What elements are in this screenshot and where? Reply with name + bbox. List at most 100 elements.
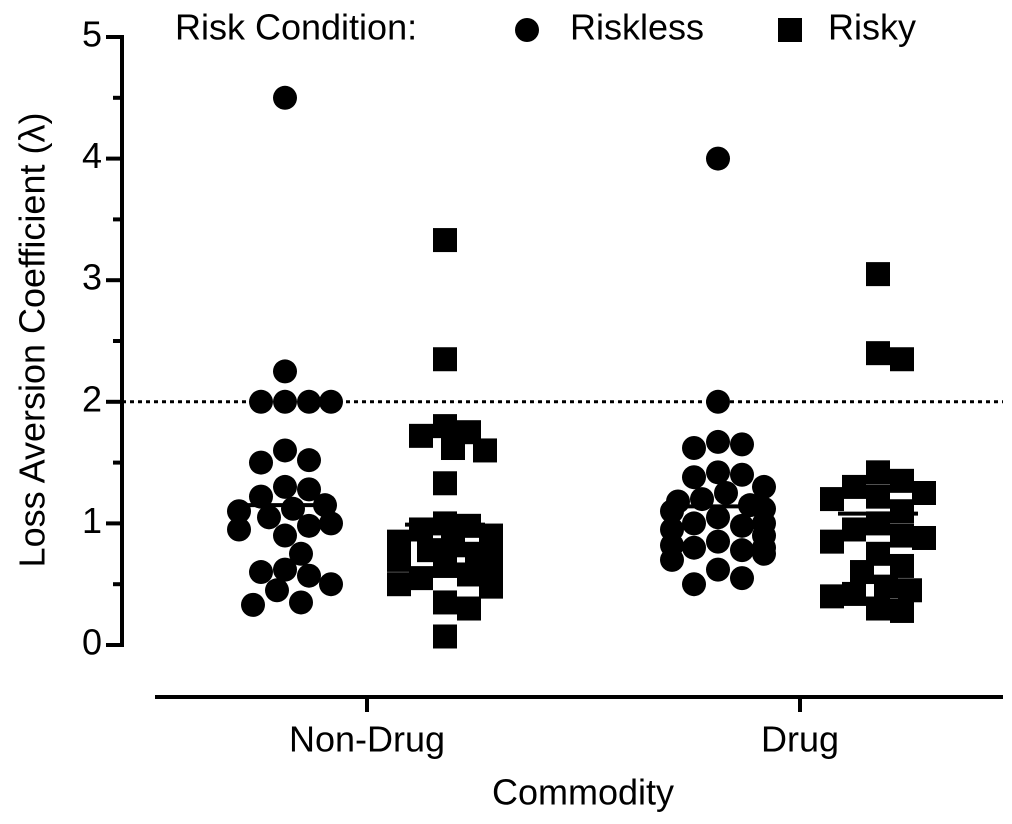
data-point	[273, 474, 297, 499]
x-tick-label: Non-Drug	[289, 719, 445, 760]
data-point	[249, 389, 273, 414]
data-point	[241, 592, 265, 617]
data-point	[682, 535, 706, 560]
data-point	[890, 499, 914, 524]
data-point	[297, 513, 321, 538]
data-point	[387, 572, 411, 597]
data-point	[714, 481, 738, 505]
y-tick-label: 5	[82, 14, 102, 55]
data-point	[752, 474, 776, 499]
data-point	[457, 596, 481, 621]
data-point	[866, 262, 890, 287]
data-point	[265, 578, 289, 603]
data-point	[730, 432, 754, 457]
y-tick-label: 3	[82, 257, 102, 298]
data-point	[706, 429, 730, 454]
data-point	[890, 468, 914, 493]
data-point	[433, 347, 457, 372]
data-point	[289, 590, 313, 615]
y-axis-title: Loss Aversion Coefficient (λ)	[12, 113, 53, 568]
data-point	[890, 347, 914, 372]
data-point	[409, 566, 433, 591]
data-point	[297, 389, 321, 414]
data-point	[820, 584, 844, 609]
legend-title: Risk Condition:	[175, 7, 417, 48]
data-point	[682, 572, 706, 597]
data-point	[682, 436, 706, 461]
data-point	[752, 541, 776, 566]
data-point	[433, 624, 457, 649]
data-point	[433, 414, 457, 439]
data-point	[706, 146, 730, 171]
data-point	[820, 529, 844, 554]
data-point	[842, 474, 866, 499]
data-point	[660, 547, 684, 572]
data-point	[874, 574, 898, 599]
y-tick-label: 0	[82, 622, 102, 663]
data-point	[433, 553, 457, 578]
data-point	[273, 85, 297, 110]
data-point	[866, 341, 890, 366]
x-axis-title: Commodity	[492, 772, 674, 813]
data-point	[257, 505, 281, 530]
data-point	[409, 423, 433, 448]
y-tick-label: 1	[82, 500, 102, 541]
data-point	[319, 572, 343, 597]
data-point	[890, 523, 914, 548]
y-tick-label: 4	[82, 135, 102, 176]
data-point	[730, 538, 754, 563]
data-point	[281, 496, 305, 521]
y-tick-label: 2	[82, 378, 102, 419]
data-point	[842, 581, 866, 606]
data-point	[730, 566, 754, 591]
data-point	[289, 541, 313, 566]
data-point	[890, 553, 914, 578]
data-point	[850, 560, 874, 585]
data-point	[441, 436, 465, 461]
data-point	[433, 471, 457, 496]
data-point	[730, 462, 754, 487]
data-point	[842, 517, 866, 542]
data-point	[409, 517, 433, 542]
data-point	[227, 517, 251, 542]
legend-label: Risky	[828, 7, 916, 48]
data-point	[866, 596, 890, 621]
data-point	[912, 525, 936, 550]
data-point	[457, 562, 481, 587]
data-point	[706, 460, 730, 485]
data-point	[249, 450, 273, 475]
data-point	[319, 389, 343, 414]
legend-marker	[778, 18, 802, 42]
data-point	[820, 487, 844, 512]
data-point	[273, 438, 297, 463]
data-point	[433, 590, 457, 615]
legend-label: Riskless	[570, 7, 704, 48]
data-point	[682, 465, 706, 490]
data-point	[273, 389, 297, 414]
data-point	[273, 523, 297, 548]
data-point	[297, 448, 321, 473]
data-point	[866, 460, 890, 485]
data-point	[898, 578, 922, 603]
data-point	[433, 228, 457, 253]
data-point	[682, 511, 706, 536]
data-point	[297, 477, 321, 502]
data-point	[866, 484, 890, 509]
legend-marker	[515, 18, 539, 42]
data-point	[249, 484, 273, 509]
data-point	[706, 529, 730, 554]
data-point	[479, 574, 503, 599]
data-point	[706, 557, 730, 582]
data-point	[319, 511, 343, 536]
data-point	[706, 389, 730, 414]
data-point	[706, 505, 730, 530]
data-point	[249, 560, 273, 585]
data-point	[473, 438, 497, 463]
data-point	[387, 547, 411, 572]
data-point	[441, 533, 465, 558]
data-point	[273, 359, 297, 384]
data-point	[912, 481, 936, 505]
data-point	[730, 513, 754, 538]
data-point	[273, 557, 297, 582]
